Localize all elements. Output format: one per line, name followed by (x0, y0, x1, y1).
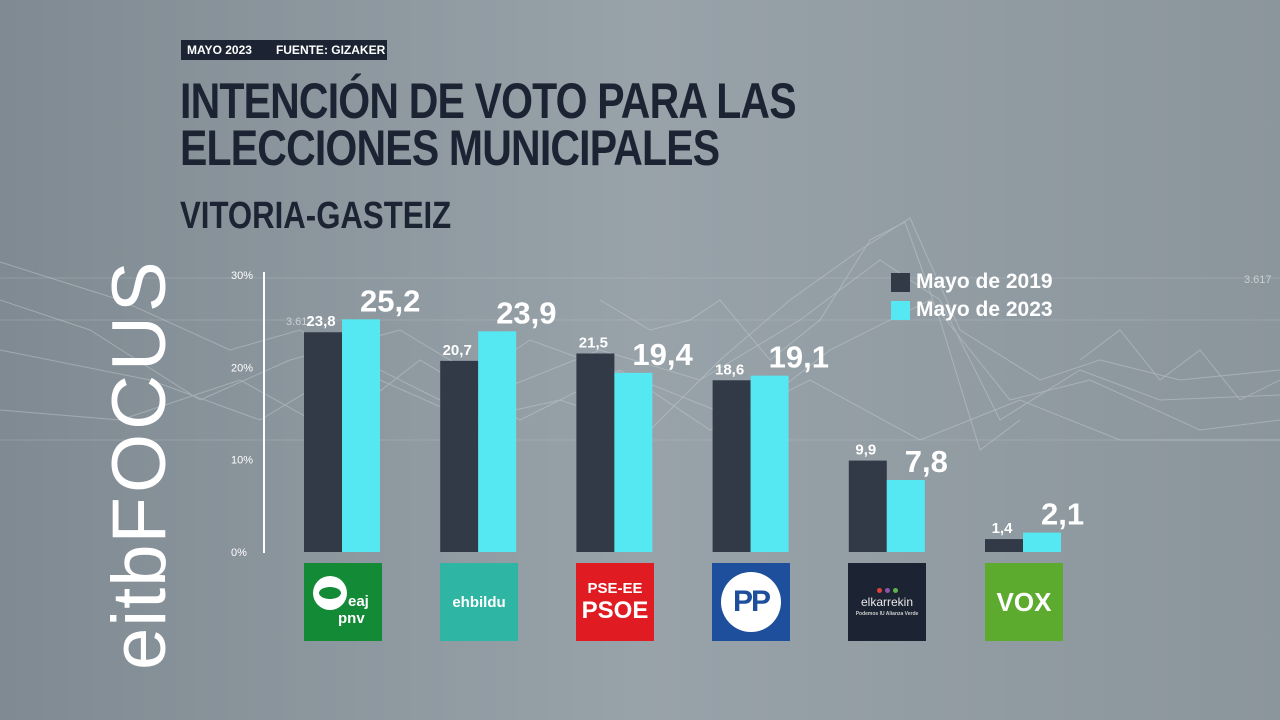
y-tick-label: 10% (231, 455, 253, 467)
pnv-leaf-icon (313, 576, 347, 610)
pp-logo-text: PP (721, 572, 781, 632)
header-tag: MAYO 2023 FUENTE: GIZAKER (181, 40, 387, 60)
ticker-text-right: 3.617 (1244, 274, 1272, 286)
y-tick-label: 30% (231, 270, 253, 282)
bar-2019-2 (576, 353, 615, 552)
bar-2023-5 (1023, 532, 1061, 552)
data-label-2023-5: 2,1 (1041, 497, 1084, 532)
legend-item-2019: Mayo de 2019 (891, 268, 1053, 296)
data-label-2019-0: 23,8 (306, 313, 335, 330)
source-tag: FUENTE: GIZAKER (275, 43, 386, 57)
chart-legend: Mayo de 2019 Mayo de 2023 (891, 268, 1053, 324)
data-label-2019-4: 9,9 (855, 442, 876, 459)
psoe-logo-line2: PSOE (581, 597, 649, 624)
legend-swatch-2023 (891, 300, 910, 320)
data-label-2023-4: 7,8 (905, 444, 948, 479)
bar-2019-1 (440, 360, 479, 552)
data-label-2023-3: 19,1 (769, 340, 829, 375)
bar-2019-0 (304, 332, 342, 552)
data-label-2019-2: 21,5 (579, 334, 608, 351)
ticker-text-left: 3.617 (286, 316, 314, 328)
chart-title: INTENCIÓN DE VOTO PARA LAS ELECCIONES MU… (180, 73, 797, 176)
legend-item-2023: Mayo de 2023 (891, 296, 1053, 324)
elkarrekin-dots-icon (876, 587, 898, 593)
vox-logo: VOX (985, 563, 1063, 641)
date-tag: MAYO 2023 (187, 43, 252, 57)
pnv-logo: eaj pnv (304, 563, 382, 641)
y-tick-label: 20% (231, 362, 253, 374)
vox-logo-text: VOX (996, 586, 1052, 617)
bar-2023-2 (614, 372, 653, 552)
legend-label-2023: Mayo de 2023 (916, 298, 1053, 321)
bar-2019-4 (848, 460, 887, 552)
legend-label-2019: Mayo de 2019 (916, 270, 1053, 293)
pp-logo: PP (712, 563, 790, 641)
bildu-logo-text: ehbildu (452, 593, 506, 611)
psoe-logo-line1: PSE-EE (587, 580, 643, 597)
psoe-logo: PSE-EE PSOE (576, 563, 654, 641)
pnv-logo-line2: pnv (338, 610, 365, 627)
data-label-2023-2: 19,4 (632, 337, 693, 372)
chart-subtitle: VITORIA-GASTEIZ (180, 195, 452, 237)
data-label-2023-1: 23,9 (496, 295, 556, 330)
data-label-2023-0: 25,2 (360, 283, 420, 318)
bar-2023-1 (478, 331, 517, 552)
legend-swatch-2019 (891, 272, 910, 292)
elkarrekin-logo-line2: Podemos IU Alianza Verde (855, 610, 919, 617)
y-tick-label: 0% (231, 547, 247, 559)
pnv-logo-line1: eaj (348, 593, 369, 610)
data-label-2019-5: 1,4 (992, 520, 1014, 537)
data-label-2019-1: 20,7 (443, 342, 472, 359)
bar-2019-3 (712, 380, 751, 552)
bar-2023-4 (886, 479, 925, 552)
elkarrekin-logo-line1: elkarrekin (860, 594, 914, 609)
bar-2019-5 (985, 539, 1023, 552)
bar-2023-3 (750, 375, 789, 552)
bildu-logo: ehbildu (440, 563, 518, 641)
elkarrekin-logo: elkarrekin Podemos IU Alianza Verde (848, 563, 926, 641)
bar-2023-0 (342, 319, 380, 552)
data-label-2019-3: 18,6 (715, 361, 744, 378)
